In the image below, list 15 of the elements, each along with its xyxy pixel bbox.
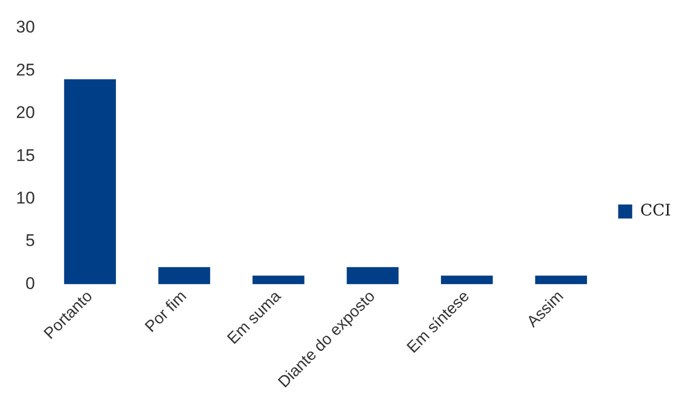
bar	[64, 79, 116, 284]
legend-label: CCI	[640, 200, 672, 220]
y-tick-label: 5	[25, 231, 35, 250]
y-tick-label: 30	[16, 18, 35, 37]
bar	[535, 276, 587, 284]
bar	[252, 276, 304, 284]
y-tick-label: 20	[16, 103, 35, 122]
y-tick-label: 10	[16, 188, 35, 208]
bar	[440, 276, 493, 284]
x-tick-label: Por fim	[142, 288, 190, 336]
bar	[158, 267, 210, 284]
bar	[346, 267, 399, 284]
y-tick-label: 15	[16, 146, 35, 165]
y-tick-label: 25	[16, 60, 35, 80]
y-tick-label: 0	[25, 274, 35, 293]
